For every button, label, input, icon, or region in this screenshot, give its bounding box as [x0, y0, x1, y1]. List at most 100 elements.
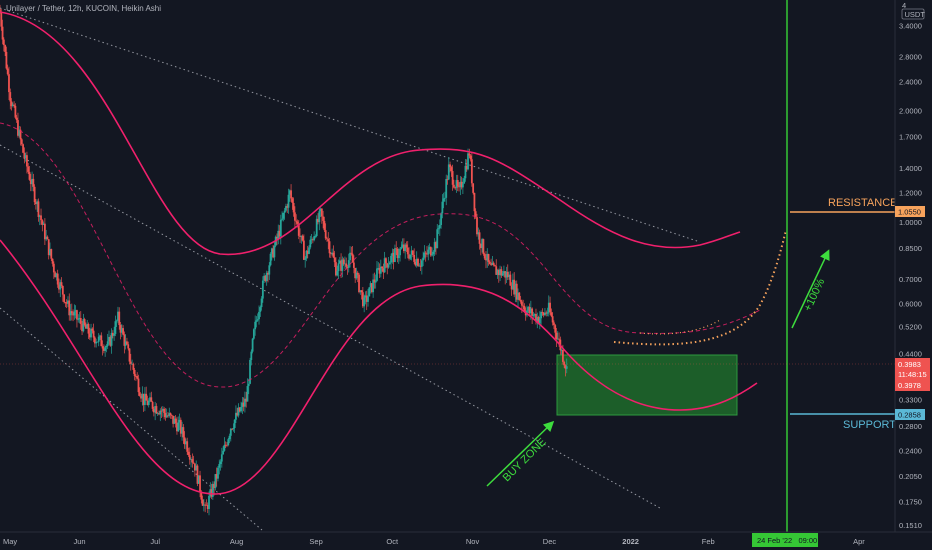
candle-body — [337, 263, 340, 272]
candle-body — [405, 244, 408, 248]
resistance-price-value: 1.0550 — [898, 208, 921, 217]
candle-body — [263, 275, 266, 281]
candle-body — [67, 300, 69, 304]
candle-body — [341, 259, 344, 271]
candle-body — [518, 292, 521, 301]
candle-body — [159, 410, 162, 415]
candle-body — [349, 252, 351, 261]
candle-body — [205, 504, 208, 506]
candle-body — [281, 218, 283, 220]
candle-body — [492, 262, 495, 266]
candle-body — [279, 219, 282, 237]
candle-body — [170, 415, 173, 416]
candle-body — [356, 272, 359, 275]
candle-body — [318, 211, 321, 223]
candle-body — [347, 260, 350, 268]
candle-body — [174, 418, 177, 424]
time-axis-panel[interactable] — [0, 532, 932, 550]
candle-body — [73, 311, 76, 316]
candle-body — [218, 464, 221, 468]
descending-trendline-middle — [0, 144, 661, 509]
candle-body — [410, 250, 413, 255]
candle-body — [387, 264, 390, 268]
candle-body — [364, 295, 367, 298]
candle-body — [378, 267, 381, 274]
candle-body — [145, 393, 148, 401]
candle-body — [56, 273, 59, 285]
candle-body — [122, 328, 124, 335]
candle-body — [478, 232, 481, 244]
candle-body — [173, 418, 176, 424]
candle-body — [63, 294, 66, 303]
candle-body — [517, 292, 519, 300]
candle-body — [541, 312, 544, 313]
candle-body — [118, 311, 121, 326]
candle-body — [50, 249, 53, 259]
candle-body — [409, 254, 412, 259]
candle-body — [126, 341, 128, 345]
candle-body — [564, 365, 567, 369]
candle-body — [283, 210, 286, 213]
candle-body — [37, 201, 40, 217]
resistance-label: RESISTANCE — [828, 197, 897, 209]
chart-title: Unilayer / Tether, 12h, KUCOIN, Heikin A… — [6, 4, 162, 13]
candle-body — [488, 261, 491, 264]
candle-body — [486, 253, 489, 261]
candle-body — [453, 184, 455, 188]
candle-body — [185, 441, 187, 445]
candle-body — [449, 164, 451, 168]
candle-body — [32, 178, 35, 187]
candle-body — [228, 435, 231, 440]
price-tick-label: 0.1510 — [899, 521, 922, 530]
candle-body — [432, 251, 435, 255]
candle-body — [440, 213, 442, 225]
candle-body — [294, 212, 296, 221]
candle-body — [273, 245, 276, 258]
candle-body — [22, 144, 24, 153]
candle-body — [251, 338, 254, 352]
candle-body — [222, 450, 225, 455]
candle-body — [501, 273, 504, 276]
candle-body — [26, 155, 28, 167]
candle-body — [553, 322, 555, 326]
candle-body — [441, 201, 444, 214]
candle-body — [202, 504, 205, 506]
candle-body — [161, 408, 164, 411]
candle-body — [182, 427, 185, 438]
candle-body — [260, 298, 263, 308]
candle-body — [97, 336, 100, 342]
candle-body — [423, 252, 426, 258]
candle-body — [483, 254, 486, 259]
candle-body — [113, 333, 116, 336]
support-price-value: 0.2858 — [898, 411, 921, 420]
candle-body — [19, 129, 22, 140]
candle-body — [479, 243, 482, 249]
candle-body — [408, 254, 410, 259]
candle-body — [197, 475, 200, 484]
candle-body — [340, 260, 342, 271]
target-arrow — [791, 249, 830, 329]
candle-body — [308, 247, 310, 254]
candle-body — [359, 290, 362, 293]
candle-body — [527, 307, 530, 311]
candle-body — [129, 361, 132, 364]
candle-body — [383, 258, 386, 273]
candle-body — [58, 284, 60, 290]
candle-body — [172, 415, 175, 424]
candle-body — [287, 194, 290, 208]
buy-zone-label: BUY ZONE — [501, 436, 549, 484]
heikin-ashi-price-value: 0.3978 — [898, 381, 921, 390]
candle-body — [10, 101, 13, 107]
candle-body — [114, 321, 117, 334]
candle-body — [473, 192, 476, 212]
candle-body — [515, 283, 518, 300]
candle-body — [192, 462, 195, 464]
price-axis-panel[interactable] — [895, 0, 932, 532]
candle-body — [485, 258, 487, 261]
candle-body — [186, 441, 189, 452]
candle-body — [224, 444, 227, 446]
candle-body — [540, 312, 543, 319]
candle-body — [150, 397, 153, 402]
candle-body — [51, 258, 54, 264]
